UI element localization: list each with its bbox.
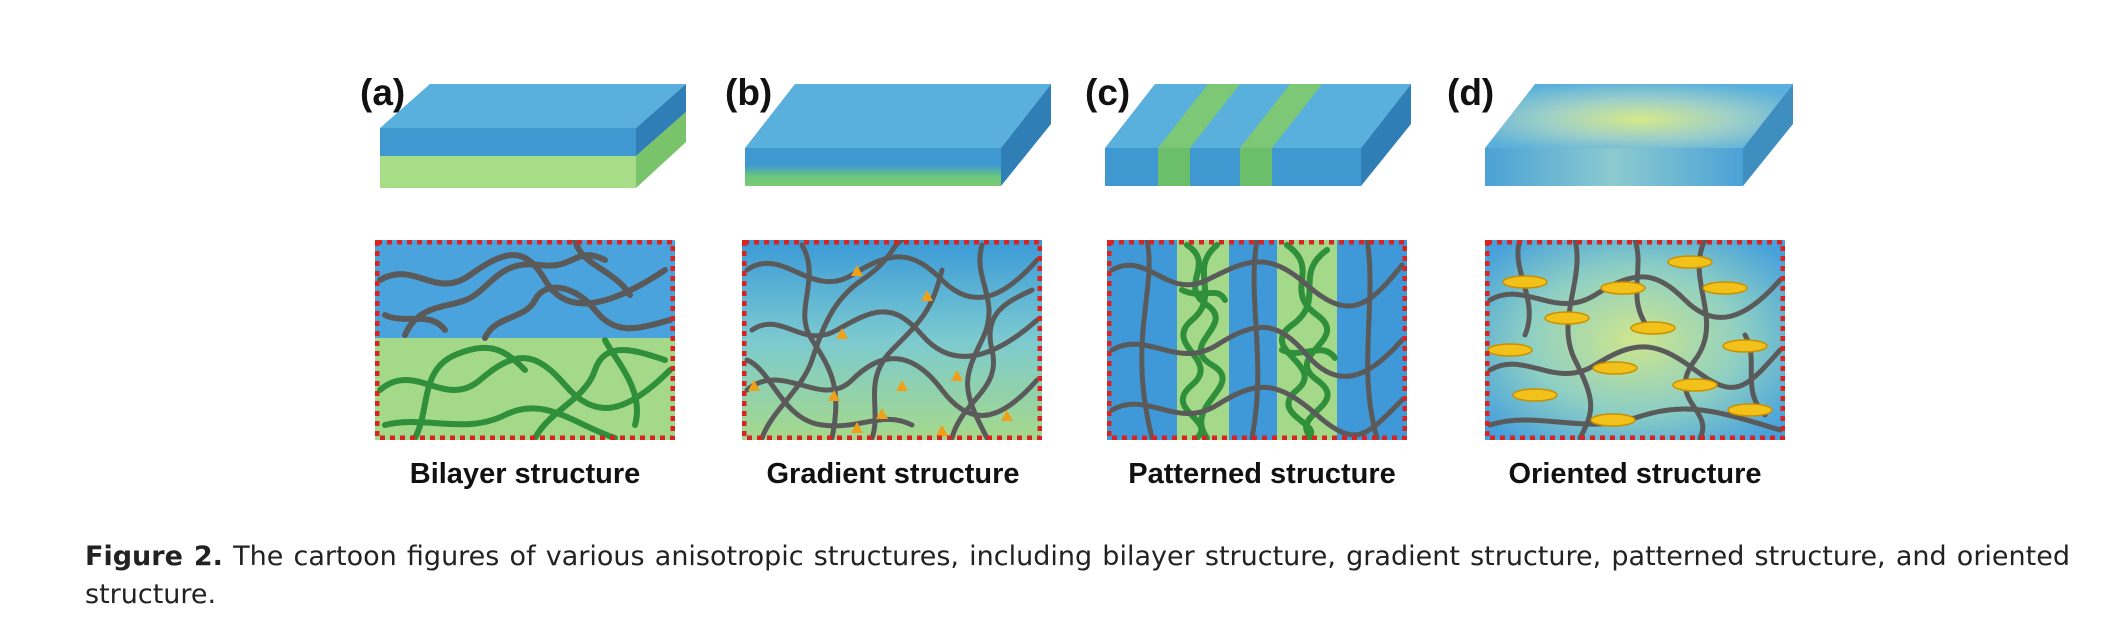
- slab-oriented: [1485, 84, 1793, 186]
- panel-caption-b: Gradient structure: [766, 458, 1020, 490]
- figure-caption: Figure 2. The cartoon figures of various…: [85, 538, 2070, 614]
- panel-label-b: (b): [725, 72, 773, 113]
- network-gradient: [742, 240, 1042, 440]
- panel-caption-a: Bilayer structure: [409, 458, 641, 490]
- slab-gradient: [745, 84, 1051, 186]
- panel-bilayer: (a) Bilayer structure: [360, 0, 720, 520]
- panel-label-a: (a): [360, 72, 406, 113]
- network-patterned: [1107, 240, 1407, 440]
- network-bilayer: [375, 240, 675, 440]
- panel-patterned: (c) Patterned structure: [1085, 0, 1445, 520]
- network-oriented: [1485, 240, 1785, 440]
- figure-caption-text: The cartoon figures of various anisotrop…: [85, 541, 2070, 610]
- panel-gradient: (b): [725, 0, 1085, 520]
- panel-caption-c: Patterned structure: [1128, 458, 1396, 490]
- panel-caption-d: Oriented structure: [1508, 458, 1762, 490]
- panel-oriented: (d): [1445, 0, 1805, 520]
- slab-patterned: [1105, 84, 1411, 186]
- panel-label-c: (c): [1085, 72, 1131, 113]
- slab-bilayer: [380, 84, 686, 188]
- figure-number: Figure 2.: [85, 541, 223, 572]
- panel-label-d: (d): [1447, 72, 1495, 113]
